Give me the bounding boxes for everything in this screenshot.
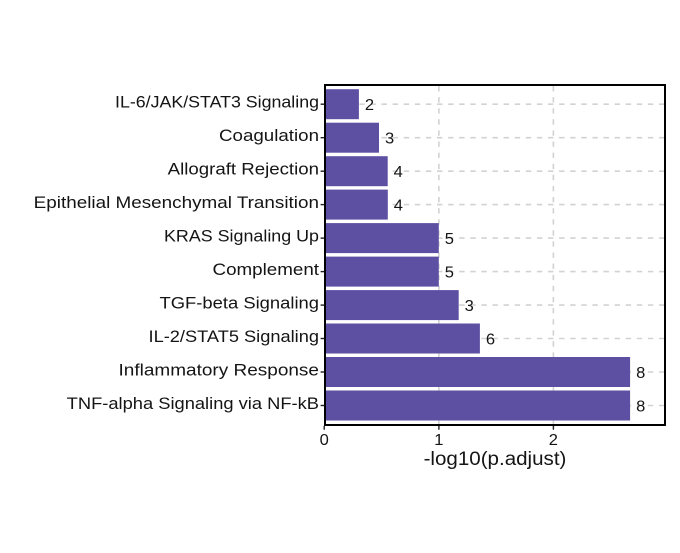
svg-text:4: 4 <box>394 198 403 215</box>
svg-text:3: 3 <box>465 298 474 315</box>
svg-text:IL-2/STAT5 Signaling: IL-2/STAT5 Signaling <box>149 327 320 346</box>
svg-text:0: 0 <box>320 432 329 449</box>
svg-text:Epithelial Mesenchymal Transit: Epithelial Mesenchymal Transition <box>34 193 319 212</box>
svg-text:4: 4 <box>394 164 403 181</box>
svg-text:5: 5 <box>445 265 454 282</box>
svg-text:8: 8 <box>636 365 645 382</box>
svg-text:-log10(p.adjust): -log10(p.adjust) <box>424 449 567 470</box>
svg-text:2: 2 <box>549 432 558 449</box>
svg-text:3: 3 <box>385 131 394 148</box>
svg-text:Allograft Rejection: Allograft Rejection <box>168 160 319 179</box>
svg-text:TGF-beta Signaling: TGF-beta Signaling <box>160 294 320 313</box>
svg-text:8: 8 <box>636 398 645 415</box>
svg-text:IL-6/JAK/STAT3 Signaling: IL-6/JAK/STAT3 Signaling <box>115 93 319 112</box>
svg-text:2: 2 <box>365 97 374 114</box>
svg-text:Complement: Complement <box>213 260 320 279</box>
svg-text:TNF-alpha Signaling via NF-kB: TNF-alpha Signaling via NF-kB <box>67 394 319 413</box>
svg-text:6: 6 <box>486 331 495 348</box>
svg-text:5: 5 <box>445 231 454 248</box>
svg-text:Inflammatory Response: Inflammatory Response <box>119 360 320 379</box>
svg-text:Coagulation: Coagulation <box>219 126 319 145</box>
svg-text:KRAS Signaling Up: KRAS Signaling Up <box>164 227 319 246</box>
svg-text:1: 1 <box>434 432 443 449</box>
